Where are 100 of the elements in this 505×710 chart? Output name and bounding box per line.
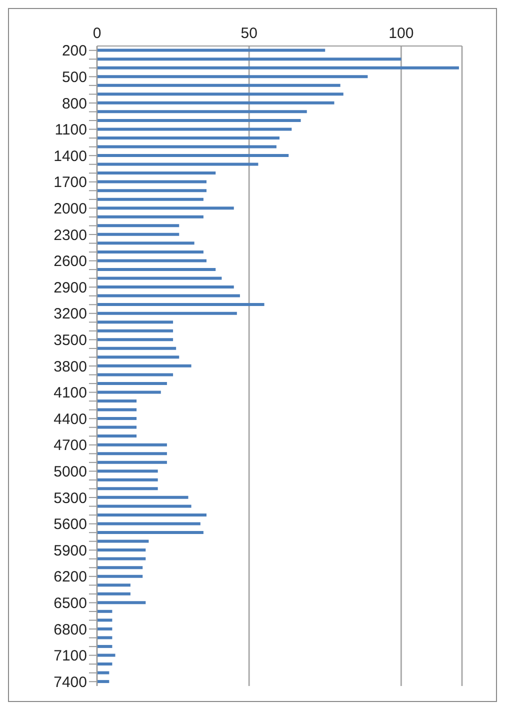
bar: [97, 180, 206, 184]
y-tick-label: 4100: [54, 384, 87, 402]
bar: [97, 338, 174, 342]
bar: [97, 557, 146, 560]
bar: [97, 224, 180, 228]
bar: [97, 189, 206, 192]
bar: [97, 460, 167, 464]
bar: [97, 48, 326, 52]
y-tick-label: 500: [62, 69, 87, 86]
bar: [97, 198, 204, 201]
y-tick-label: 4700: [54, 437, 87, 454]
y-tick-label: 5600: [54, 516, 87, 534]
bar: [97, 566, 143, 570]
bar: [97, 671, 110, 674]
y-tick-label: 5000: [54, 464, 87, 481]
bar: [97, 610, 112, 613]
x-tick-label: 0: [92, 25, 102, 42]
bar: [97, 470, 158, 473]
bar: [97, 242, 194, 245]
y-tick-label: 2000: [54, 200, 87, 218]
bar: [97, 136, 280, 140]
bar: [97, 540, 149, 543]
bar: [97, 592, 130, 596]
bar: [97, 110, 307, 114]
bar: [97, 286, 234, 289]
bar: [97, 390, 161, 394]
bar: [97, 496, 188, 499]
bar: [97, 601, 146, 604]
y-tick-label: 7100: [54, 648, 87, 665]
y-tick-label: 2300: [54, 226, 87, 244]
bar: [97, 145, 276, 148]
bar: [97, 128, 292, 131]
bar: [97, 118, 301, 122]
bar: [97, 487, 158, 490]
bar: [97, 434, 137, 438]
x-tick-label: 50: [240, 25, 258, 42]
bar: [97, 329, 174, 332]
bar: [97, 662, 112, 666]
y-tick-label: 3800: [54, 358, 87, 376]
bar: [97, 373, 174, 376]
y-tick-label: 2600: [54, 253, 87, 270]
bar: [97, 259, 206, 262]
y-tick-label: 7400: [54, 674, 87, 691]
y-tick-label: 1700: [54, 174, 87, 192]
bar: [97, 504, 192, 508]
bar: [97, 654, 116, 657]
bar: [97, 452, 167, 456]
bar: [97, 172, 216, 175]
y-tick-label: 3200: [54, 306, 87, 323]
bar: [97, 382, 167, 385]
bar: [97, 399, 137, 402]
y-tick-label: 5900: [54, 542, 87, 560]
bar: [97, 584, 130, 587]
y-tick-label: 200: [62, 42, 87, 60]
bar: [97, 627, 112, 630]
bar: [97, 268, 216, 271]
bar: [97, 618, 112, 622]
bar: [97, 356, 180, 359]
bar: [97, 75, 368, 78]
y-tick-label: 6500: [54, 595, 87, 612]
y-tick-label: 4400: [54, 410, 87, 428]
bar: [97, 206, 234, 210]
bar: [97, 636, 112, 640]
bar: [97, 478, 158, 482]
x-tick-label: 100: [388, 25, 414, 42]
bar: [97, 364, 192, 368]
bar: [97, 215, 204, 218]
y-tick-label: 6800: [54, 621, 87, 638]
bar: [97, 522, 200, 526]
bar: [97, 58, 402, 61]
bar: [97, 417, 137, 420]
bar: [97, 101, 334, 104]
bar: [97, 303, 264, 306]
bar: [97, 162, 258, 166]
bar: [97, 530, 204, 534]
bar: [97, 680, 110, 684]
bar: [97, 513, 206, 516]
y-tick-label: 6200: [54, 568, 87, 586]
y-tick-label: 1100: [54, 122, 87, 139]
bar: [97, 312, 237, 315]
bar: [97, 346, 176, 350]
bar: [97, 644, 112, 648]
bar: [97, 84, 340, 87]
bar: [97, 548, 146, 552]
bar: [97, 232, 180, 236]
bar: [97, 320, 174, 324]
bar: [97, 154, 289, 158]
bar: [97, 574, 143, 578]
bar: [97, 250, 204, 254]
y-tick-label: 800: [62, 95, 87, 112]
bar: [97, 294, 240, 298]
bar: [97, 426, 137, 429]
bar: [97, 276, 222, 280]
bar: [97, 66, 459, 70]
y-tick-label: 1400: [54, 148, 87, 165]
y-tick-label: 3500: [54, 332, 87, 350]
y-tick-label: 2900: [54, 279, 87, 296]
bar: [97, 92, 344, 96]
bar: [97, 443, 167, 446]
y-tick-label: 5300: [54, 490, 87, 507]
